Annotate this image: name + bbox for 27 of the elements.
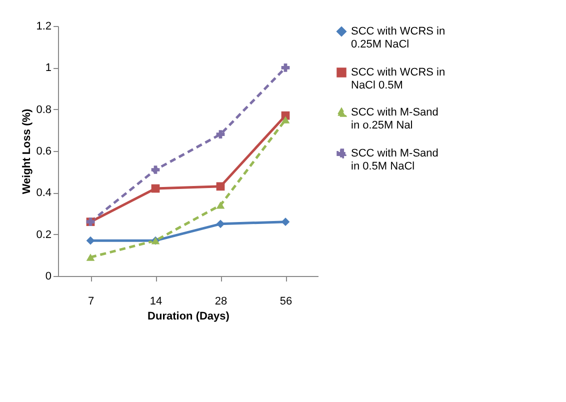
y-tick-label: 1 bbox=[45, 62, 52, 74]
point bbox=[281, 63, 290, 72]
x-axis-title: Duration (Days) bbox=[148, 310, 230, 322]
x-tick-label: 28 bbox=[214, 296, 228, 308]
point bbox=[281, 116, 290, 124]
legend-label: SCC with WCRS in 0.25M NaCl bbox=[351, 26, 446, 50]
x-tick-label: 7 bbox=[88, 296, 94, 308]
point bbox=[281, 218, 290, 226]
x-tick-label: 56 bbox=[280, 296, 292, 308]
y-tick-label: 0.8 bbox=[36, 104, 52, 116]
point bbox=[86, 236, 95, 245]
y-axis-title: Weight Loss (%) bbox=[21, 108, 34, 194]
y-tick-label: 1.2 bbox=[36, 20, 52, 32]
point bbox=[216, 202, 225, 209]
y-tick-label: 0.6 bbox=[36, 146, 52, 158]
legend-label: SCC with M-Sand in 0.5M NaCl bbox=[351, 148, 438, 172]
y-tick-label: 0.4 bbox=[36, 187, 52, 200]
x-tick-label: 14 bbox=[150, 296, 162, 308]
legend-label: SCC with M-Sand in o.25M Nal bbox=[351, 106, 438, 132]
point bbox=[216, 130, 225, 139]
point bbox=[216, 182, 225, 191]
point bbox=[151, 184, 160, 193]
y-tick-label: 0.2 bbox=[36, 228, 52, 241]
point bbox=[86, 254, 95, 261]
y-tick-label: 0 bbox=[45, 270, 52, 282]
point bbox=[151, 166, 160, 174]
legend-label: SCC with WCRS in NaCl 0.5M bbox=[351, 66, 446, 92]
